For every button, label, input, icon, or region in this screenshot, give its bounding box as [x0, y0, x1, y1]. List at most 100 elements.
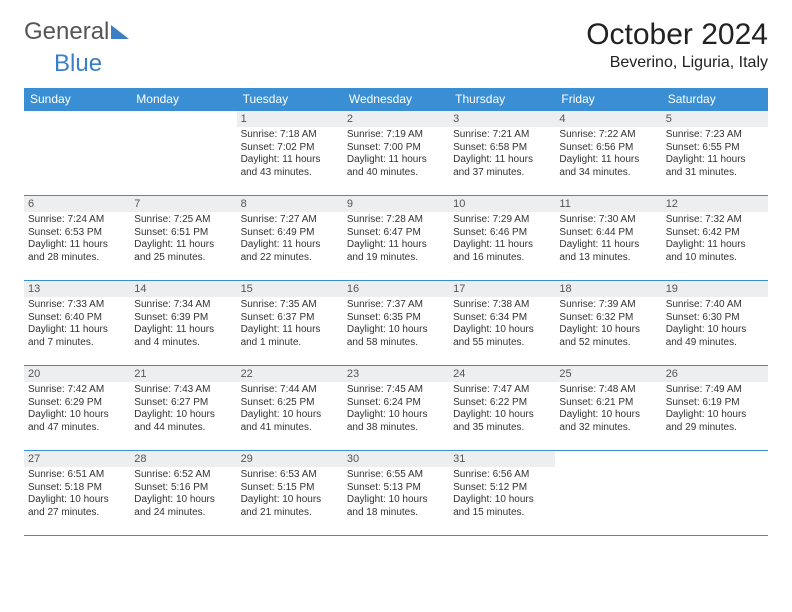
day-number: 31 — [449, 451, 555, 467]
logo-text-general: General — [24, 18, 109, 46]
weekday-monday: Monday — [130, 88, 236, 111]
daylight-text: Daylight: 10 hours and 55 minutes. — [453, 324, 551, 349]
calendar-cell: 30Sunrise: 6:55 AMSunset: 5:13 PMDayligh… — [343, 451, 449, 536]
day-number: 9 — [343, 196, 449, 212]
calendar-cell: 16Sunrise: 7:37 AMSunset: 6:35 PMDayligh… — [343, 281, 449, 366]
weekday-saturday: Saturday — [662, 88, 768, 111]
sunset-text: Sunset: 6:25 PM — [241, 397, 339, 410]
sunrise-text: Sunrise: 7:34 AM — [134, 299, 232, 312]
calendar-cell: 10Sunrise: 7:29 AMSunset: 6:46 PMDayligh… — [449, 196, 555, 281]
sunrise-text: Sunrise: 7:22 AM — [559, 129, 657, 142]
sunset-text: Sunset: 6:37 PM — [241, 312, 339, 325]
weekday-wednesday: Wednesday — [343, 88, 449, 111]
sunset-text: Sunset: 6:19 PM — [666, 397, 764, 410]
day-text: Sunrise: 7:40 AMSunset: 6:30 PMDaylight:… — [662, 297, 768, 353]
daylight-text: Daylight: 11 hours and 25 minutes. — [134, 239, 232, 264]
day-text: Sunrise: 7:39 AMSunset: 6:32 PMDaylight:… — [555, 297, 661, 353]
day-number: 30 — [343, 451, 449, 467]
daylight-text: Daylight: 10 hours and 18 minutes. — [347, 494, 445, 519]
daylight-text: Daylight: 11 hours and 22 minutes. — [241, 239, 339, 264]
daylight-text: Daylight: 10 hours and 38 minutes. — [347, 409, 445, 434]
sunset-text: Sunset: 7:02 PM — [241, 142, 339, 155]
daylight-text: Daylight: 11 hours and 1 minute. — [241, 324, 339, 349]
day-text: Sunrise: 7:38 AMSunset: 6:34 PMDaylight:… — [449, 297, 555, 353]
sunrise-text: Sunrise: 7:42 AM — [28, 384, 126, 397]
sunrise-text: Sunrise: 7:45 AM — [347, 384, 445, 397]
sunset-text: Sunset: 6:42 PM — [666, 227, 764, 240]
daylight-text: Daylight: 11 hours and 40 minutes. — [347, 154, 445, 179]
day-number: 7 — [130, 196, 236, 212]
day-text: Sunrise: 7:47 AMSunset: 6:22 PMDaylight:… — [449, 382, 555, 438]
sunrise-text: Sunrise: 7:30 AM — [559, 214, 657, 227]
sunrise-text: Sunrise: 7:19 AM — [347, 129, 445, 142]
calendar-cell: 14Sunrise: 7:34 AMSunset: 6:39 PMDayligh… — [130, 281, 236, 366]
calendar-cell — [130, 111, 236, 196]
sunset-text: Sunset: 6:46 PM — [453, 227, 551, 240]
sunrise-text: Sunrise: 7:24 AM — [28, 214, 126, 227]
daylight-text: Daylight: 10 hours and 29 minutes. — [666, 409, 764, 434]
day-text: Sunrise: 7:35 AMSunset: 6:37 PMDaylight:… — [237, 297, 343, 353]
calendar-cell: 23Sunrise: 7:45 AMSunset: 6:24 PMDayligh… — [343, 366, 449, 451]
sunset-text: Sunset: 7:00 PM — [347, 142, 445, 155]
weekday-thursday: Thursday — [449, 88, 555, 111]
sunrise-text: Sunrise: 7:29 AM — [453, 214, 551, 227]
sunset-text: Sunset: 6:39 PM — [134, 312, 232, 325]
day-number: 8 — [237, 196, 343, 212]
sunrise-text: Sunrise: 7:35 AM — [241, 299, 339, 312]
day-text: Sunrise: 6:56 AMSunset: 5:12 PMDaylight:… — [449, 467, 555, 523]
weekday-friday: Friday — [555, 88, 661, 111]
sunrise-text: Sunrise: 7:47 AM — [453, 384, 551, 397]
calendar-cell: 1Sunrise: 7:18 AMSunset: 7:02 PMDaylight… — [237, 111, 343, 196]
day-text: Sunrise: 7:42 AMSunset: 6:29 PMDaylight:… — [24, 382, 130, 438]
day-number: 19 — [662, 281, 768, 297]
daylight-text: Daylight: 10 hours and 32 minutes. — [559, 409, 657, 434]
day-text: Sunrise: 7:23 AMSunset: 6:55 PMDaylight:… — [662, 127, 768, 183]
sunrise-text: Sunrise: 7:38 AM — [453, 299, 551, 312]
day-number: 26 — [662, 366, 768, 382]
daylight-text: Daylight: 11 hours and 43 minutes. — [241, 154, 339, 179]
sunset-text: Sunset: 6:27 PM — [134, 397, 232, 410]
daylight-text: Daylight: 10 hours and 15 minutes. — [453, 494, 551, 519]
sunset-text: Sunset: 6:24 PM — [347, 397, 445, 410]
sunset-text: Sunset: 6:34 PM — [453, 312, 551, 325]
sunrise-text: Sunrise: 7:27 AM — [241, 214, 339, 227]
calendar-row: 6Sunrise: 7:24 AMSunset: 6:53 PMDaylight… — [24, 196, 768, 281]
sunrise-text: Sunrise: 7:43 AM — [134, 384, 232, 397]
sunset-text: Sunset: 5:15 PM — [241, 482, 339, 495]
daylight-text: Daylight: 10 hours and 58 minutes. — [347, 324, 445, 349]
sunrise-text: Sunrise: 7:39 AM — [559, 299, 657, 312]
sunrise-text: Sunrise: 6:55 AM — [347, 469, 445, 482]
sunset-text: Sunset: 6:35 PM — [347, 312, 445, 325]
calendar-cell: 8Sunrise: 7:27 AMSunset: 6:49 PMDaylight… — [237, 196, 343, 281]
daylight-text: Daylight: 11 hours and 13 minutes. — [559, 239, 657, 264]
calendar-cell: 11Sunrise: 7:30 AMSunset: 6:44 PMDayligh… — [555, 196, 661, 281]
calendar-cell: 12Sunrise: 7:32 AMSunset: 6:42 PMDayligh… — [662, 196, 768, 281]
day-number: 4 — [555, 111, 661, 127]
daylight-text: Daylight: 11 hours and 10 minutes. — [666, 239, 764, 264]
daylight-text: Daylight: 11 hours and 31 minutes. — [666, 154, 764, 179]
calendar-cell — [662, 451, 768, 536]
day-text: Sunrise: 6:53 AMSunset: 5:15 PMDaylight:… — [237, 467, 343, 523]
sunrise-text: Sunrise: 6:52 AM — [134, 469, 232, 482]
day-text: Sunrise: 7:28 AMSunset: 6:47 PMDaylight:… — [343, 212, 449, 268]
sunrise-text: Sunrise: 7:32 AM — [666, 214, 764, 227]
sunrise-text: Sunrise: 7:18 AM — [241, 129, 339, 142]
daylight-text: Daylight: 11 hours and 7 minutes. — [28, 324, 126, 349]
title-block: October 2024 Beverino, Liguria, Italy — [586, 18, 768, 72]
day-text: Sunrise: 7:45 AMSunset: 6:24 PMDaylight:… — [343, 382, 449, 438]
calendar-cell: 18Sunrise: 7:39 AMSunset: 6:32 PMDayligh… — [555, 281, 661, 366]
calendar-cell — [555, 451, 661, 536]
calendar-row: 13Sunrise: 7:33 AMSunset: 6:40 PMDayligh… — [24, 281, 768, 366]
day-number: 10 — [449, 196, 555, 212]
calendar-cell — [24, 111, 130, 196]
sunrise-text: Sunrise: 7:44 AM — [241, 384, 339, 397]
day-text: Sunrise: 7:49 AMSunset: 6:19 PMDaylight:… — [662, 382, 768, 438]
calendar-cell: 21Sunrise: 7:43 AMSunset: 6:27 PMDayligh… — [130, 366, 236, 451]
sunrise-text: Sunrise: 6:53 AM — [241, 469, 339, 482]
day-text: Sunrise: 7:21 AMSunset: 6:58 PMDaylight:… — [449, 127, 555, 183]
day-number: 22 — [237, 366, 343, 382]
calendar-cell: 9Sunrise: 7:28 AMSunset: 6:47 PMDaylight… — [343, 196, 449, 281]
calendar-cell: 3Sunrise: 7:21 AMSunset: 6:58 PMDaylight… — [449, 111, 555, 196]
day-text: Sunrise: 7:33 AMSunset: 6:40 PMDaylight:… — [24, 297, 130, 353]
calendar-cell: 25Sunrise: 7:48 AMSunset: 6:21 PMDayligh… — [555, 366, 661, 451]
